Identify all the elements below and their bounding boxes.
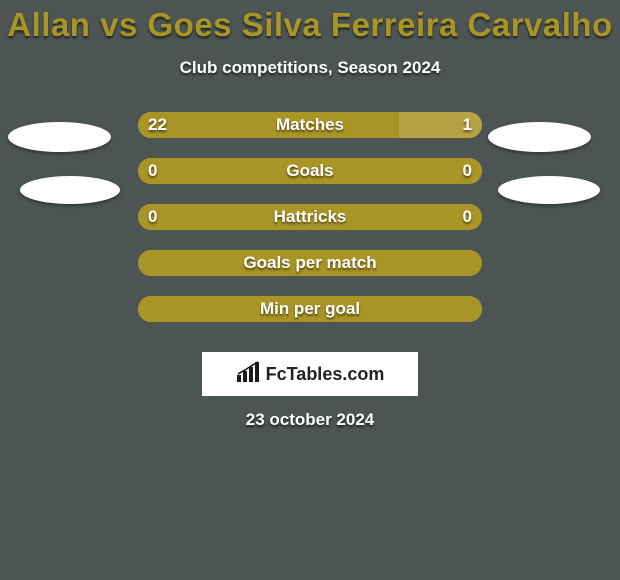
subtitle: Club competitions, Season 2024 [0, 58, 620, 78]
stat-row: Min per goal [0, 296, 620, 322]
value-left: 22 [148, 112, 167, 138]
value-left: 0 [148, 158, 157, 184]
stat-rows: Matches221Goals00Hattricks00Goals per ma… [0, 112, 620, 322]
bar-left-fill [138, 112, 399, 138]
value-right: 1 [463, 112, 472, 138]
value-left: 0 [148, 204, 157, 230]
logo-box: FcTables.com [202, 352, 418, 396]
date-text: 23 october 2024 [0, 410, 620, 430]
value-right: 0 [463, 158, 472, 184]
bar-left-fill [138, 204, 482, 230]
value-right: 0 [463, 204, 472, 230]
page-title: Allan vs Goes Silva Ferreira Carvalho [0, 0, 620, 44]
bar-track: Goals per match [138, 250, 482, 276]
comparison-infographic: Allan vs Goes Silva Ferreira Carvalho Cl… [0, 0, 620, 580]
stat-row: Hattricks0 0 [0, 204, 620, 230]
bar-track: Hattricks [138, 204, 482, 230]
barchart-icon [236, 361, 262, 388]
bar-left-fill [138, 250, 482, 276]
bar-left-fill [138, 158, 482, 184]
logo-text: FcTables.com [266, 364, 385, 385]
stat-row: Goals0 0 [0, 158, 620, 184]
stat-row: Goals per match [0, 250, 620, 276]
bar-track: Goals [138, 158, 482, 184]
bar-left-fill [138, 296, 482, 322]
bar-track: Min per goal [138, 296, 482, 322]
bar-track: Matches [138, 112, 482, 138]
stat-row: Matches22 1 [0, 112, 620, 138]
